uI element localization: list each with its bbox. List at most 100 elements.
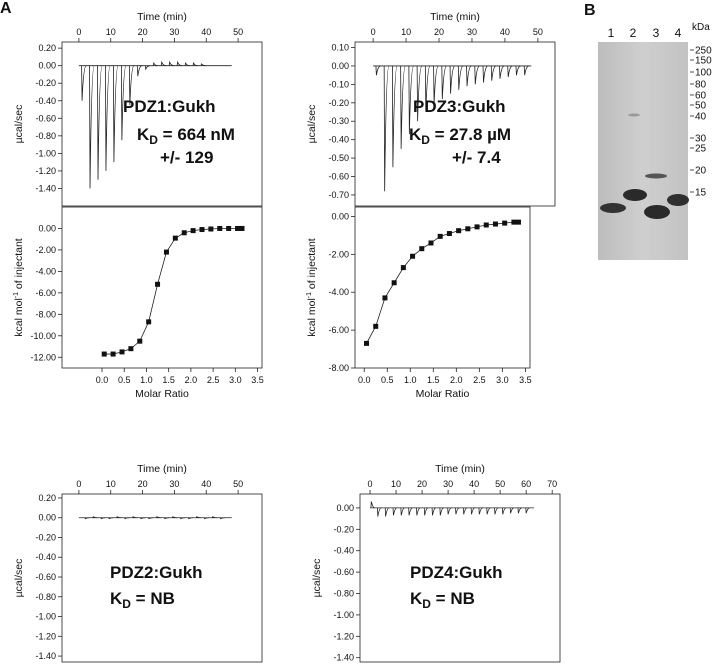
annotation-kd: KD = NB xyxy=(410,589,475,611)
marker-label: 15 xyxy=(695,188,707,199)
plot-frame xyxy=(354,41,556,207)
y-tick-label: -0.80 xyxy=(35,131,56,141)
injection-peak xyxy=(164,517,170,520)
y-axis-label-text: kcal mol xyxy=(13,298,25,337)
marker-label: 60 xyxy=(695,91,707,102)
x-tick-label: 1.0 xyxy=(404,375,417,385)
kd-value: = NB xyxy=(431,589,475,608)
kd-symbol: K xyxy=(409,125,422,144)
y-tick-label: -0.20 xyxy=(333,524,354,534)
injection-peak xyxy=(431,507,436,516)
y-tick-label: -0.30 xyxy=(328,116,349,126)
injection-peak xyxy=(455,507,460,515)
y-tick-label: -0.60 xyxy=(333,567,354,577)
x-axis-label: Time (min) xyxy=(137,11,187,23)
chart: 0 10 20 30 40 50 Time (min) 0.20 0.00 -0.20 -0.40 -… xyxy=(13,463,263,663)
x-tick-label: 30 xyxy=(467,27,477,37)
y-tick-label: -2.00 xyxy=(35,245,56,255)
y-tick-label: -12.00 xyxy=(30,352,56,362)
y-tick-label: -4.00 xyxy=(35,266,56,276)
x-tick-label: 50 xyxy=(233,27,243,37)
injection-peak xyxy=(416,507,421,516)
band xyxy=(628,113,640,117)
injection-peak xyxy=(171,516,177,519)
y-tick-label: -6.00 xyxy=(35,288,56,298)
y-axis-label: µcal/sec xyxy=(13,559,25,598)
kd-subscript: D xyxy=(422,597,431,611)
injection-peak xyxy=(439,507,444,516)
injection-peak xyxy=(370,501,375,509)
x-tick-label: 0 xyxy=(368,479,373,489)
annotation-name: PDZ1:Gukh xyxy=(123,97,216,116)
fit-line xyxy=(104,228,242,355)
kd-symbol: K xyxy=(110,589,123,608)
x-tick-label: 2.0 xyxy=(450,375,463,385)
plot-frame xyxy=(61,41,263,207)
x-tick-label: 40 xyxy=(201,479,211,489)
marker-label: 100 xyxy=(695,68,712,79)
annotation-kd: KD = NB xyxy=(110,589,175,611)
injection-peak xyxy=(81,65,87,101)
kd-subscript: D xyxy=(122,597,131,611)
injection-peak xyxy=(195,516,201,519)
injection-peak xyxy=(113,65,119,163)
data-point xyxy=(146,319,152,325)
data-point xyxy=(474,224,480,230)
data-point xyxy=(217,225,223,231)
annotation-error: +/- 7.4 xyxy=(452,148,501,167)
injection-peak xyxy=(515,65,521,76)
y-tick-label: -0.80 xyxy=(35,592,56,602)
data-point xyxy=(155,281,161,287)
injection-peak xyxy=(84,517,90,520)
injection-peak xyxy=(424,65,431,113)
data-point xyxy=(208,226,214,232)
x-tick-label: 0.5 xyxy=(381,375,394,385)
injection-peak xyxy=(499,65,505,79)
injection-peak xyxy=(457,65,464,90)
injection-peak xyxy=(523,65,530,76)
x-tick-label: 2.0 xyxy=(185,375,198,385)
lane-label: 3 xyxy=(653,26,660,40)
y-axis-label: kcal mol-1 of injectant xyxy=(13,238,25,337)
injection-peak xyxy=(408,507,413,516)
injection-peak xyxy=(136,65,143,77)
marker-label: 30 xyxy=(695,134,707,145)
annotation-error: +/- 129 xyxy=(160,148,213,167)
data-point xyxy=(373,323,379,329)
injection-peak xyxy=(449,65,456,94)
data-point xyxy=(239,225,245,231)
x-axis-label: Molar Ratio xyxy=(135,388,189,400)
y-tick-label: -0.20 xyxy=(35,532,56,542)
injection-peak xyxy=(176,60,182,67)
data-point xyxy=(199,227,205,233)
y-tick-label: -1.40 xyxy=(35,651,56,661)
injection-peak xyxy=(466,65,472,87)
injection-peak xyxy=(400,65,406,149)
chart: 0 10 20 30 40 50 Time (min) 0.20 0.00 -0.20 -0.40 -… xyxy=(13,11,263,207)
y-axis-label-sup: -1 xyxy=(306,292,313,298)
y-axis-label: µcal/sec xyxy=(13,105,25,144)
plot-frame xyxy=(61,493,263,663)
injection-peak xyxy=(470,507,475,515)
x-axis-label: Time (min) xyxy=(137,463,187,475)
data-point xyxy=(172,235,178,241)
kd-subscript: D xyxy=(421,133,430,147)
y-tick-label: 0.00 xyxy=(331,211,349,221)
x-tick-label: 3.5 xyxy=(251,375,264,385)
chart: 0.0 0.5 1.0 1.5 2.0 2.5 3.0 3.5 Molar Ratio 0.00 -… xyxy=(13,206,264,400)
annotation-kd: KD = 27.8 µM xyxy=(409,125,511,147)
injection-peak xyxy=(192,61,198,67)
data-point xyxy=(119,349,125,355)
injection-peak xyxy=(462,507,468,515)
kd-value: = 664 nM xyxy=(158,125,235,144)
injection-peak xyxy=(375,65,381,76)
injection-peak xyxy=(144,65,150,71)
y-tick-label: -10.00 xyxy=(30,331,56,341)
marker-label: 20 xyxy=(695,166,707,177)
y-tick-label: -0.40 xyxy=(35,96,56,106)
injection-peak xyxy=(517,507,522,514)
marker-label: 150 xyxy=(695,56,712,67)
injection-peak xyxy=(116,516,122,519)
x-tick-label: 50 xyxy=(533,27,543,37)
